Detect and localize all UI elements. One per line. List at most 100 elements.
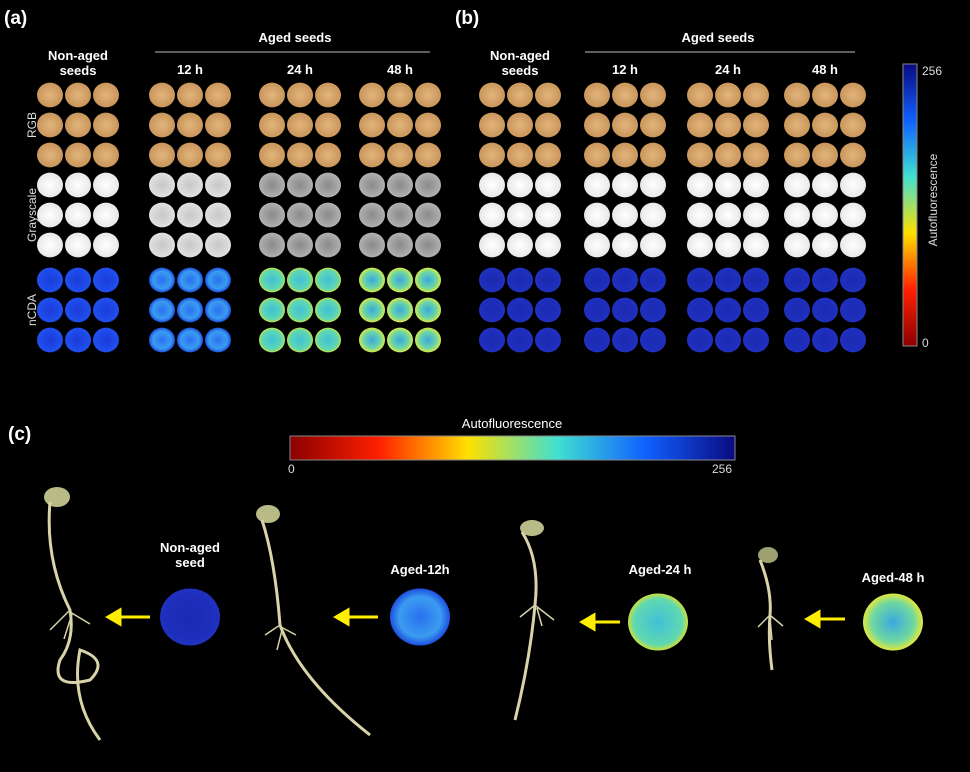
seed [149, 112, 175, 138]
seed [584, 82, 610, 108]
seed [259, 232, 285, 258]
seed [812, 202, 838, 228]
seed [387, 267, 413, 293]
seed [535, 82, 561, 108]
seed [535, 142, 561, 168]
seed [149, 232, 175, 258]
seed [387, 142, 413, 168]
seed [205, 202, 231, 228]
seed [584, 267, 610, 293]
panel-label: (b) [455, 8, 480, 29]
seed [315, 172, 341, 198]
seed [415, 297, 441, 323]
row-label: RGB [25, 111, 39, 139]
column-label: 48 h [811, 62, 838, 77]
seed [205, 327, 231, 353]
seed [93, 267, 119, 293]
seed [415, 82, 441, 108]
seed [743, 267, 769, 293]
seed [359, 267, 385, 293]
seed [612, 232, 638, 258]
seed [584, 297, 610, 323]
seed [687, 327, 713, 353]
seed [640, 267, 666, 293]
seedling [513, 531, 538, 721]
seed [743, 172, 769, 198]
seed [584, 112, 610, 138]
seed [37, 232, 63, 258]
column-label: 24 h [286, 62, 313, 77]
seed [640, 232, 666, 258]
seed [415, 267, 441, 293]
group-header: Aged seeds [258, 30, 332, 45]
seed [149, 82, 175, 108]
seed [640, 172, 666, 198]
seed [687, 232, 713, 258]
seed [93, 172, 119, 198]
seed [259, 297, 285, 323]
seed [743, 202, 769, 228]
seed [65, 297, 91, 323]
seed [784, 232, 810, 258]
seed [479, 82, 505, 108]
seed [37, 142, 63, 168]
seed [315, 112, 341, 138]
colorbar-min: 0 [288, 462, 295, 476]
seed [415, 172, 441, 198]
seed [535, 112, 561, 138]
roots [49, 609, 91, 640]
seed [315, 202, 341, 228]
seed [259, 172, 285, 198]
seed [535, 267, 561, 293]
seed-closeup [160, 588, 220, 646]
seed [507, 297, 533, 323]
row-label: Grayscale [25, 187, 39, 243]
seed [315, 327, 341, 353]
seed [315, 297, 341, 323]
seed [387, 232, 413, 258]
seed [584, 232, 610, 258]
seed [65, 267, 91, 293]
seed [387, 82, 413, 108]
arrows [105, 607, 845, 632]
seed [479, 172, 505, 198]
seed [177, 112, 203, 138]
seed [415, 202, 441, 228]
seed [93, 327, 119, 353]
seed [359, 82, 385, 108]
seed [535, 202, 561, 228]
seed [687, 82, 713, 108]
seed [812, 172, 838, 198]
seed [149, 142, 175, 168]
seed [715, 202, 741, 228]
seed [387, 327, 413, 353]
colorbar-max: 256 [712, 462, 733, 476]
roots [757, 614, 784, 641]
seed [205, 82, 231, 108]
seed [840, 172, 866, 198]
seed [784, 82, 810, 108]
seed [840, 297, 866, 323]
seed [507, 267, 533, 293]
column-label: 12 h [611, 62, 638, 77]
seed [93, 82, 119, 108]
seed [415, 142, 441, 168]
seed [287, 297, 313, 323]
cotyledon [758, 547, 778, 563]
seed [715, 142, 741, 168]
seed [743, 142, 769, 168]
seed [37, 202, 63, 228]
seed [359, 112, 385, 138]
seed [359, 202, 385, 228]
seed [359, 297, 385, 323]
seed-label: Aged-12h [390, 562, 450, 577]
row-label: nCDA [25, 293, 39, 327]
seed-closeup [390, 588, 450, 646]
seed [640, 112, 666, 138]
seedlings [44, 487, 784, 741]
seed [784, 142, 810, 168]
seed [287, 112, 313, 138]
seed [715, 267, 741, 293]
seed [840, 142, 866, 168]
seed [687, 202, 713, 228]
